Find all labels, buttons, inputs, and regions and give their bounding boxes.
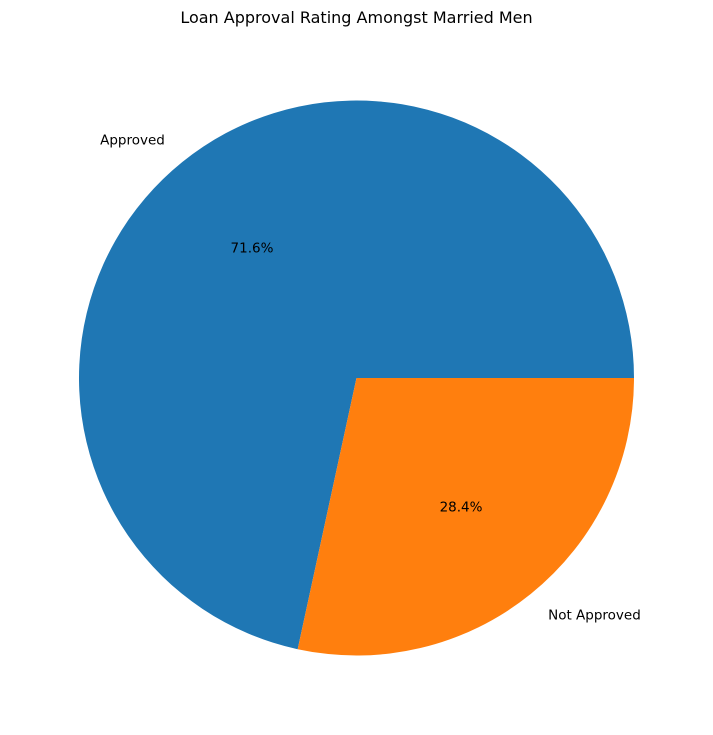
chart-title: Loan Approval Rating Amongst Married Men	[180, 8, 532, 27]
slice-label-approved: Approved	[100, 132, 165, 148]
slice-percent-approved: 71.6%	[231, 240, 274, 256]
pie-labels: Approved 71.6% Not Approved 28.4%	[100, 132, 641, 623]
pie-slice-not-approved	[297, 378, 634, 656]
pie-slice-approved	[78, 100, 634, 650]
slice-percent-not-approved: 28.4%	[440, 500, 483, 516]
pie-slices	[78, 100, 634, 656]
slice-label-not-approved: Not Approved	[548, 608, 641, 624]
